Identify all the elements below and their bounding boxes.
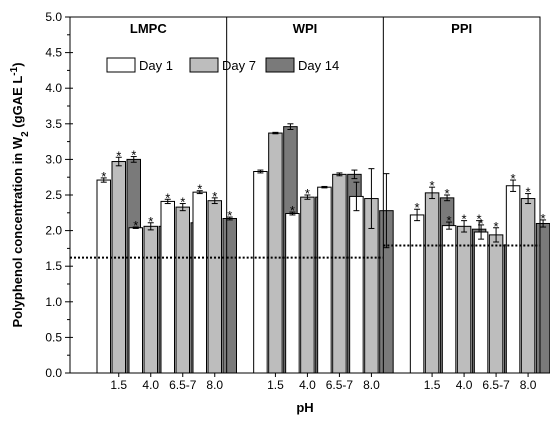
- x-tick-label: 1.5: [110, 378, 127, 392]
- legend-swatch: [265, 57, 295, 73]
- bar: [349, 195, 364, 374]
- y-tick-label: 1.0: [45, 295, 62, 309]
- significance-star: *: [415, 200, 420, 215]
- significance-star: *: [148, 214, 153, 229]
- bar: [192, 191, 207, 374]
- x-tick-label: 1.5: [424, 378, 441, 392]
- bars: ***************************: [96, 123, 550, 374]
- y-axis-title-main: Polyphenol concentration in W: [10, 136, 25, 327]
- significance-star: *: [494, 219, 499, 234]
- y-tick-label: 3.5: [45, 117, 62, 131]
- bar: [175, 206, 190, 374]
- bar: [520, 198, 536, 374]
- y-tick-label: 3.0: [45, 152, 62, 166]
- y-tick-label: 4.5: [45, 46, 62, 60]
- x-tick-label: 6.5-7: [482, 378, 510, 392]
- significance-star: *: [447, 213, 452, 228]
- y-axis-title-sub: 2: [20, 131, 31, 137]
- significance-star: *: [227, 208, 232, 223]
- legend-swatch: [189, 57, 219, 73]
- legend: Day 1 Day 7 Day 14: [106, 57, 339, 73]
- bar: [505, 185, 521, 374]
- significance-star: *: [180, 195, 185, 210]
- significance-star: *: [101, 169, 106, 184]
- bar: [441, 225, 457, 374]
- x-tick-label: 8.0: [363, 378, 380, 392]
- bar: [285, 213, 300, 374]
- significance-star: *: [511, 171, 516, 186]
- y-tick-label: 2.0: [45, 224, 62, 238]
- significance-star: *: [305, 186, 310, 201]
- significance-star: *: [133, 218, 138, 233]
- x-tick-label: 4.0: [299, 378, 316, 392]
- bar: [268, 132, 283, 374]
- y-axis-title-unit: (gGAE L: [10, 76, 25, 132]
- y-axis-title-close: ): [10, 62, 25, 66]
- legend-swatch: [106, 57, 136, 73]
- bar: [317, 186, 332, 374]
- y-tick-label: 1.5: [45, 259, 62, 273]
- y-tick-label: 0.0: [45, 366, 62, 380]
- x-axis-title: pH: [296, 400, 313, 415]
- y-tick-label: 5.0: [45, 10, 62, 24]
- legend-label: Day 14: [298, 58, 339, 73]
- x-tick-label: 1.5: [267, 378, 284, 392]
- panel-title: LMPC: [130, 21, 167, 36]
- bar: [128, 227, 143, 374]
- significance-star: *: [479, 216, 484, 231]
- bar: [332, 173, 347, 374]
- bar: [456, 225, 472, 374]
- bar: [253, 171, 268, 374]
- legend-label: Day 7: [222, 58, 256, 73]
- significance-star: *: [477, 212, 482, 227]
- axes: 0.0 0.5 1.0 1.5 2.0 2.5 3.0 3.5 4.0 4.5 5.0 LMPC 1.5…: [45, 10, 536, 392]
- bar: [207, 200, 222, 374]
- bar: [535, 222, 550, 374]
- significance-star: *: [462, 212, 467, 227]
- y-tick-label: 4.0: [45, 81, 62, 95]
- significance-star: *: [165, 190, 170, 205]
- bar: [424, 192, 440, 374]
- panel-title: PPI: [451, 21, 472, 36]
- bar: [409, 214, 425, 374]
- significance-star: *: [131, 148, 136, 163]
- x-tick-label: 8.0: [206, 378, 223, 392]
- bar: [96, 179, 111, 374]
- bar: [473, 231, 489, 374]
- significance-star: *: [445, 186, 450, 201]
- panel-title: WPI: [293, 21, 318, 36]
- significance-star: *: [290, 203, 295, 218]
- significance-star: *: [541, 211, 546, 226]
- significance-star: *: [212, 189, 217, 204]
- x-tick-label: 4.0: [142, 378, 159, 392]
- y-tick-label: 2.5: [45, 188, 62, 202]
- bar: [111, 161, 126, 374]
- bar: [488, 234, 504, 374]
- y-axis-title: Polyphenol concentration in W2 (gGAE L-1…: [9, 62, 31, 327]
- significance-star: *: [116, 148, 121, 163]
- y-axis-title-sup: -1: [9, 66, 20, 75]
- bar: [222, 217, 237, 374]
- legend-label: Day 1: [139, 58, 173, 73]
- bar: [160, 200, 175, 374]
- bar: [300, 196, 315, 374]
- significance-star: *: [197, 182, 202, 197]
- x-tick-label: 4.0: [456, 378, 473, 392]
- significance-star: *: [430, 178, 435, 193]
- bar: [143, 225, 158, 374]
- x-tick-label: 6.5-7: [169, 378, 197, 392]
- significance-star: *: [526, 185, 531, 200]
- y-tick-label: 0.5: [45, 330, 62, 344]
- x-tick-label: 8.0: [520, 378, 537, 392]
- x-tick-label: 6.5-7: [326, 378, 354, 392]
